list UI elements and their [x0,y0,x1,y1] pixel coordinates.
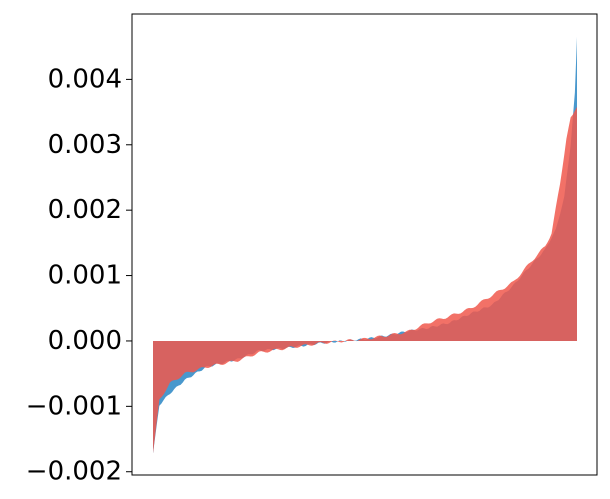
y-tick-label: 0.003 [48,130,122,160]
series-layer [153,36,577,454]
y-tick-label: 0.002 [48,195,122,225]
plot-frame [131,13,598,476]
axis-layer: 0.004 0.003 0.002 0.001 0.000 −0.001 −0.002 [26,13,598,487]
y-tick-label: 0.004 [48,64,122,94]
y-tick-label: −0.002 [26,457,122,487]
y-tick-label: 0.000 [48,326,122,356]
series-area-0 [153,36,577,454]
series-area-1 [153,106,577,454]
y-tick-label: −0.001 [26,391,122,421]
y-tick-label: 0.001 [48,261,122,291]
